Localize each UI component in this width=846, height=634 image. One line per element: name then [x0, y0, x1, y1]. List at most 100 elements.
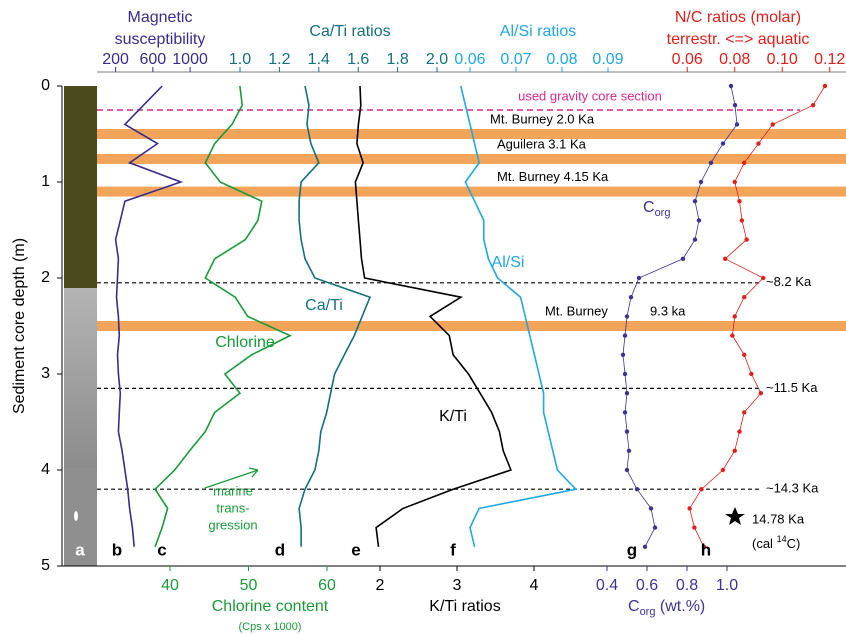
data-point	[737, 199, 741, 203]
event-label: ~14.3 Ka	[766, 481, 819, 496]
data-point	[709, 161, 713, 165]
label-part: org	[640, 606, 656, 618]
data-point	[733, 103, 737, 107]
data-point	[637, 276, 641, 280]
data-point	[744, 237, 748, 241]
x-tick-label: 1.2	[268, 51, 290, 68]
panel-title: Al/Si ratios	[500, 23, 576, 40]
data-point	[692, 525, 696, 529]
note: gression	[208, 517, 257, 532]
data-point	[697, 218, 701, 222]
data-point	[693, 237, 697, 241]
x-axis-label: Corg (wt.%)	[628, 598, 705, 618]
y-tick-label: 2	[41, 269, 50, 286]
data-point	[621, 353, 625, 357]
dating-label: 14.78 Ka	[752, 511, 805, 526]
data-point	[699, 180, 703, 184]
panel-letter: d	[275, 540, 285, 559]
data-point	[761, 276, 765, 280]
tephra-label: 9.3 ka	[650, 303, 686, 318]
note: trans-	[216, 500, 249, 515]
x-axis-label: K/Ti ratios	[429, 598, 500, 615]
data-point	[823, 84, 827, 88]
data-point	[625, 314, 629, 318]
data-point	[681, 257, 685, 261]
x-tick-label: 0.08	[719, 51, 750, 68]
data-point	[629, 295, 633, 299]
data-point	[737, 429, 741, 433]
label-part: C)	[787, 536, 801, 551]
data-point	[625, 391, 629, 395]
event-label: ~11.5 Ka	[766, 380, 818, 395]
x-tick-label: 50	[240, 577, 258, 594]
x-tick-label: 1000	[172, 51, 208, 68]
curve-label: Ca/Ti	[305, 297, 343, 314]
panel-letter: a	[75, 540, 85, 559]
dating-method: (cal 14C)	[752, 534, 800, 551]
curve-label: Al/Si	[492, 254, 525, 271]
core-image	[64, 86, 97, 566]
curve-label: Corg	[643, 199, 670, 219]
panel-letter: c	[157, 540, 166, 559]
x-tick-label: 2.0	[426, 51, 448, 68]
x-tick-label: 3	[453, 577, 462, 594]
x-tick-label: 0.06	[672, 51, 703, 68]
tephra-label: Aguilera 3.1 Ka	[497, 136, 587, 151]
data-point	[733, 449, 737, 453]
data-point	[759, 391, 763, 395]
data-point	[627, 449, 631, 453]
x-tick-label: 1.0	[229, 51, 251, 68]
panel-title: Ca/Ti ratios	[309, 23, 390, 40]
chart: Sediment core depth (m) a Chlorine conte…	[0, 0, 846, 634]
y-axis-label: Sediment core depth (m)	[11, 238, 28, 414]
x-tick-label: 200	[102, 51, 129, 68]
data-point	[635, 487, 639, 491]
data-point	[742, 161, 746, 165]
data-point	[721, 141, 725, 145]
panel-title: terrestr. <=> aquatic	[667, 31, 810, 48]
note: marine	[213, 483, 253, 498]
curve-label: Chlorine	[215, 334, 275, 351]
x-tick-label: 60	[318, 577, 336, 594]
panel-letter: b	[112, 540, 122, 559]
data-point	[625, 468, 629, 472]
x-tick-label: 1.4	[308, 51, 330, 68]
x-tick-label: 0.06	[454, 51, 485, 68]
label-part: (wt.%)	[655, 598, 705, 615]
data-point	[749, 372, 753, 376]
data-point	[625, 429, 629, 433]
data-point	[687, 506, 691, 510]
panel-title: Magnetic	[128, 9, 193, 26]
x-axis-label: Chlorine content	[212, 598, 329, 615]
star	[725, 507, 745, 525]
annotation: used gravity core section	[518, 88, 662, 103]
data-point	[623, 333, 627, 337]
y-tick-label: 0	[41, 77, 50, 94]
data-point	[811, 103, 815, 107]
tephra-label: Mt. Burney 2.0 Ka	[490, 111, 595, 126]
x-tick-label: 1.0	[716, 577, 738, 594]
data-point	[723, 257, 727, 261]
data-point	[643, 545, 647, 549]
data-point	[699, 487, 703, 491]
panel-letter: e	[351, 540, 360, 559]
label-part: org	[655, 207, 671, 219]
x-axis-sublabel: (Cps x 1000)	[239, 621, 302, 633]
x-tick-label: 1.8	[386, 51, 408, 68]
data-point	[733, 180, 737, 184]
data-point	[771, 122, 775, 126]
x-tick-label: 4	[530, 577, 539, 594]
x-tick-label: 0.07	[500, 51, 531, 68]
data-point	[742, 353, 746, 357]
x-tick-label: 0.09	[592, 51, 623, 68]
x-tick-label: 40	[161, 577, 179, 594]
label-part: C	[628, 598, 640, 615]
data-point	[742, 295, 746, 299]
data-point	[735, 122, 739, 126]
x-tick-label: 0.4	[596, 577, 618, 594]
x-tick-label: 2	[376, 577, 385, 594]
x-tick-label: 0.08	[546, 51, 577, 68]
data-point	[649, 506, 653, 510]
tephra-label: Mt. Burney 4.15 Ka	[497, 169, 609, 184]
data-point	[721, 468, 725, 472]
